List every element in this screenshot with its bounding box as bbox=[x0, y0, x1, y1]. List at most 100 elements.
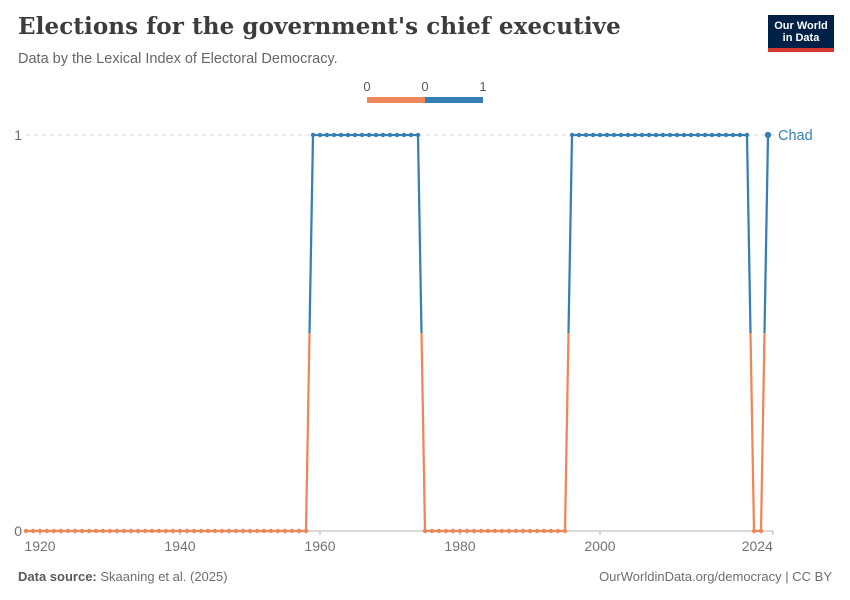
data-point-2020 bbox=[737, 132, 743, 138]
data-point-1976 bbox=[429, 528, 435, 534]
data-point-1942 bbox=[191, 528, 197, 534]
data-point-1937 bbox=[156, 528, 162, 534]
data-point-1988 bbox=[513, 528, 519, 534]
data-point-1989 bbox=[520, 528, 526, 534]
owid-logo-line2: in Data bbox=[782, 31, 820, 44]
data-point-1946 bbox=[219, 528, 225, 534]
legend-bar-value-0[interactable] bbox=[367, 97, 425, 103]
entity-label[interactable]: Chad bbox=[778, 128, 813, 144]
data-source-value: Skaaning et al. (2025) bbox=[100, 569, 228, 584]
data-point-1964 bbox=[345, 132, 351, 138]
data-point-2014 bbox=[695, 132, 701, 138]
series-transition-segment bbox=[420, 332, 427, 532]
data-point-2005 bbox=[632, 132, 638, 138]
data-point-1963 bbox=[338, 132, 344, 138]
chart-canvas[interactable]: 1920 1940 1960 1980 2000 2024 0 1 Chad bbox=[0, 110, 850, 570]
data-point-1950 bbox=[247, 528, 253, 534]
data-point-1930 bbox=[107, 528, 113, 534]
data-point-1960 bbox=[317, 132, 323, 138]
data-point-2002 bbox=[611, 132, 617, 138]
y-tick-label-1: 1 bbox=[14, 127, 22, 143]
data-point-1969 bbox=[380, 132, 386, 138]
data-point-2018 bbox=[723, 132, 729, 138]
x-tick-label-2024: 2024 bbox=[742, 538, 773, 554]
data-point-2011 bbox=[674, 132, 680, 138]
data-point-1971 bbox=[394, 132, 400, 138]
data-point-1977 bbox=[436, 528, 442, 534]
data-point-1923 bbox=[58, 528, 64, 534]
data-point-1975 bbox=[422, 528, 428, 534]
data-point-1954 bbox=[275, 528, 281, 534]
series-transition-segment bbox=[749, 332, 756, 532]
series-transition-segment bbox=[759, 332, 766, 532]
legend-bar-value-1[interactable] bbox=[425, 97, 483, 103]
data-point-1967 bbox=[366, 132, 372, 138]
data-point-1995 bbox=[562, 528, 568, 534]
owid-logo-line1: Our World bbox=[774, 19, 828, 32]
data-point-1934 bbox=[135, 528, 141, 534]
data-point-1944 bbox=[205, 528, 211, 534]
data-point-2019 bbox=[730, 132, 736, 138]
data-point-1968 bbox=[373, 132, 379, 138]
data-point-1943 bbox=[198, 528, 204, 534]
data-point-1952 bbox=[261, 528, 267, 534]
data-point-latest bbox=[764, 131, 772, 139]
owid-logo-box: Our World in Data bbox=[768, 15, 834, 48]
data-point-2006 bbox=[639, 132, 645, 138]
data-point-1936 bbox=[149, 528, 155, 534]
footer-right: OurWorldinData.org/democracy | CC BY bbox=[599, 569, 832, 584]
data-point-1997 bbox=[576, 132, 582, 138]
data-point-1929 bbox=[100, 528, 106, 534]
data-point-1973 bbox=[408, 132, 414, 138]
data-point-1984 bbox=[485, 528, 491, 534]
data-point-1958 bbox=[303, 528, 309, 534]
data-point-1935 bbox=[142, 528, 148, 534]
data-point-1993 bbox=[548, 528, 554, 534]
data-point-2010 bbox=[667, 132, 673, 138]
data-point-1987 bbox=[506, 528, 512, 534]
data-point-1965 bbox=[352, 132, 358, 138]
data-point-2023 bbox=[758, 528, 764, 534]
owid-logo[interactable]: Our World in Data bbox=[768, 15, 834, 52]
data-point-2013 bbox=[688, 132, 694, 138]
x-tick-label-1940: 1940 bbox=[164, 538, 195, 554]
x-tick-label-1920: 1920 bbox=[24, 538, 55, 554]
data-point-2001 bbox=[604, 132, 610, 138]
series-transition-segment bbox=[567, 134, 574, 334]
data-point-1918 bbox=[23, 528, 29, 534]
y-tick-label-0: 0 bbox=[14, 523, 22, 539]
legend-label-min: 0 bbox=[363, 79, 371, 94]
footer-separator: | bbox=[785, 569, 789, 584]
footer-license: CC BY bbox=[792, 569, 832, 584]
data-point-1966 bbox=[359, 132, 365, 138]
data-point-1956 bbox=[289, 528, 295, 534]
chart-footer: Data source: Skaaning et al. (2025) OurW… bbox=[18, 569, 832, 584]
series-transition-segment bbox=[304, 332, 311, 532]
data-point-1983 bbox=[478, 528, 484, 534]
data-point-1948 bbox=[233, 528, 239, 534]
data-point-1945 bbox=[212, 528, 218, 534]
data-point-1999 bbox=[590, 132, 596, 138]
series-transition-segment bbox=[763, 134, 770, 334]
data-point-2009 bbox=[660, 132, 666, 138]
owid-logo-accent-bar bbox=[768, 48, 834, 52]
data-point-2007 bbox=[646, 132, 652, 138]
data-point-1961 bbox=[324, 132, 330, 138]
data-source: Data source: Skaaning et al. (2025) bbox=[18, 569, 228, 584]
data-point-1962 bbox=[331, 132, 337, 138]
data-point-1998 bbox=[583, 132, 589, 138]
data-point-1933 bbox=[128, 528, 134, 534]
data-point-2022 bbox=[751, 528, 757, 534]
data-point-1955 bbox=[282, 528, 288, 534]
data-point-1986 bbox=[499, 528, 505, 534]
footer-url-link[interactable]: OurWorldinData.org/democracy bbox=[599, 569, 782, 584]
data-point-1980 bbox=[457, 528, 463, 534]
data-point-1996 bbox=[569, 132, 575, 138]
data-point-1947 bbox=[226, 528, 232, 534]
data-point-1938 bbox=[163, 528, 169, 534]
data-point-1985 bbox=[492, 528, 498, 534]
data-point-1924 bbox=[65, 528, 71, 534]
data-point-1959 bbox=[310, 132, 316, 138]
series-transition-segment bbox=[563, 332, 570, 532]
